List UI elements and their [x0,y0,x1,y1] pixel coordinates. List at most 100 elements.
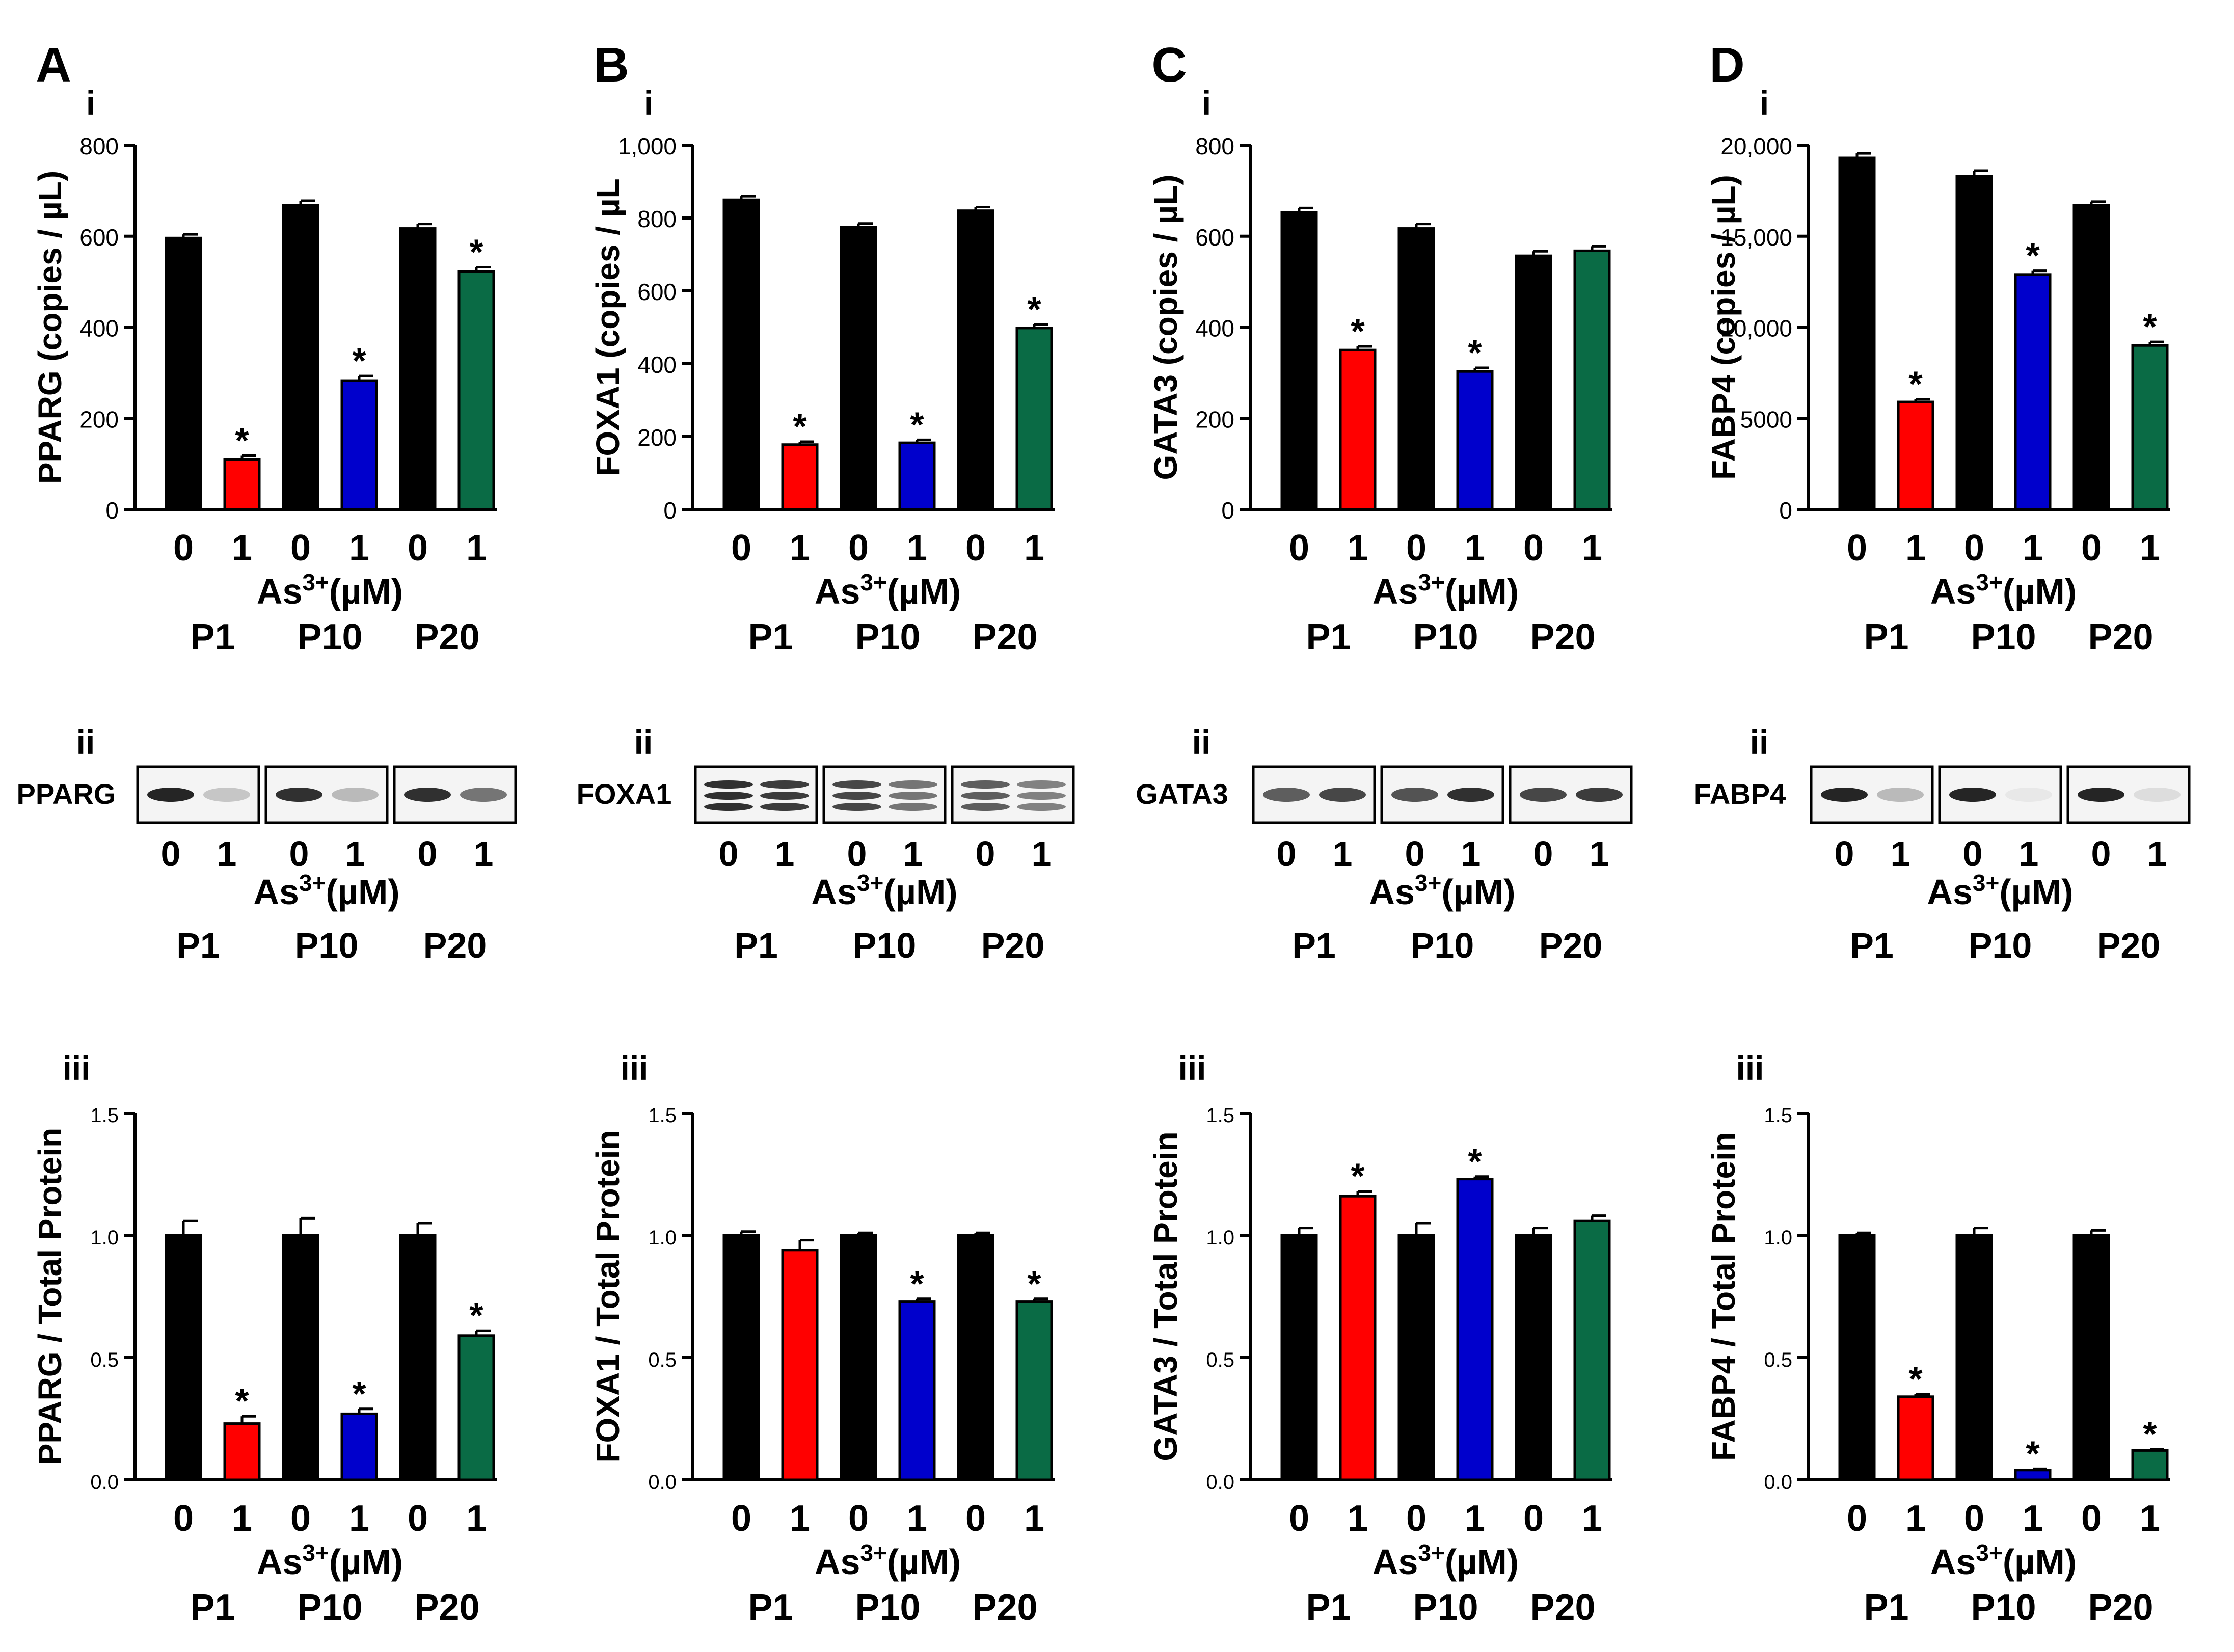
subpanel-label: i [86,84,95,122]
x-tick-label: 0 [173,528,194,568]
bar [1573,1219,1611,1481]
passage-label: P20 [2088,1587,2153,1628]
x-tick-label: 0 [1963,834,1983,874]
y-tick-label: 400 [79,315,119,342]
significance-star: * [2143,307,2157,346]
x-tick-label: 1 [1590,834,1609,874]
bar [1955,175,1993,511]
blot-label: FABP4 [1694,778,1786,810]
passage-label: P20 [423,926,487,965]
passage-label: P10 [297,1587,362,1628]
blot-band [332,788,379,802]
bar [1515,1234,1552,1481]
y-tick-label: 800 [79,133,119,159]
blot-band [1877,788,1924,802]
x-tick-label: 0 [1406,1498,1426,1539]
bar [1897,400,1934,511]
passage-label: P1 [1292,926,1336,965]
blot-band [2005,788,2052,802]
y-tick-label: 1,000 [618,133,677,159]
bar [1573,249,1611,511]
y-axis-title: FABP4 (copies / µL) [1705,175,1742,480]
x-tick-label: 1 [903,834,923,874]
x-tick-label: 0 [965,1498,986,1539]
passage-label: P20 [2088,617,2153,658]
x-tick-label: 1 [2019,834,2039,874]
significance-star: * [1027,1264,1041,1304]
subpanel-label: iii [1736,1049,1764,1087]
significance-star: * [910,404,924,444]
blot-band [1576,788,1623,802]
x-axis-title: As3+(µM) [1927,870,2073,912]
bar [399,227,437,511]
y-axis-title: PPARG (copies / µL) [32,171,68,484]
x-tick-label: 0 [2081,528,2102,568]
x-tick-label: 1 [1024,528,1044,568]
y-tick-label: 600 [1195,224,1234,251]
passage-label: P20 [414,1587,479,1628]
x-tick-label: 1 [2147,834,2167,874]
x-tick-label: 0 [289,834,309,874]
x-tick-label: 0 [2091,834,2111,874]
x-tick-label: 1 [349,528,369,568]
passage-label: P20 [981,926,1045,965]
x-tick-label: 0 [1405,834,1425,874]
passage-label: P10 [855,617,920,658]
bar [1015,1300,1053,1481]
blot-band [961,780,1010,789]
passage-label: P10 [855,1587,920,1628]
x-tick-label: 0 [976,834,995,874]
blot-band [1017,803,1066,811]
significance-star: * [1351,1156,1365,1196]
x-axis-title: As3+(µM) [257,569,403,611]
passage-label: P10 [1413,1587,1478,1628]
y-tick-label: 1.5 [1764,1104,1792,1127]
blot-band [832,780,881,789]
x-tick-label: 0 [848,528,869,568]
subpanel-label: i [644,84,653,122]
passage-label: P10 [1971,617,2036,658]
blot-band [460,788,507,802]
passage-label: P10 [1969,926,2032,965]
passage-label: P20 [1530,1587,1595,1628]
passage-label: P1 [1850,926,1894,965]
blot-band [961,803,1010,811]
x-tick-label: 0 [1847,528,1867,568]
blot-band [1520,788,1567,802]
passage-label: P20 [1539,926,1603,965]
x-tick-label: 1 [1348,528,1368,568]
x-tick-label: 0 [1289,528,1309,568]
bar [1515,254,1552,511]
x-tick-label: 0 [1523,1498,1544,1539]
significance-star: * [1027,289,1041,329]
blot-band [1319,788,1366,802]
bar [781,1249,819,1481]
blot-band [404,788,451,802]
bar [898,1300,936,1481]
y-axis-title: GATA3 / Total Protein [1147,1131,1184,1461]
bar [1838,1234,1876,1481]
blot-band [704,792,753,800]
blot-band [2134,788,2181,802]
x-tick-label: 1 [1582,1498,1602,1539]
bar [1838,156,1876,511]
bar [2131,1449,2169,1481]
bar [165,1234,202,1481]
passage-label: P1 [1864,617,1908,658]
chart-b-i: i 0 200 400 600 800 1,000 FOXA1 (copies / µL 0 * 1… [589,84,1055,658]
x-tick-label: 0 [1277,834,1297,874]
passage-label: P10 [853,926,917,965]
passage-label: P1 [734,926,778,965]
passage-label: P20 [1530,617,1595,658]
significance-star: * [793,407,807,446]
x-tick-label: 1 [790,1498,810,1539]
x-axis-title: As3+(µM) [1372,1539,1519,1582]
bar [2131,344,2169,511]
bar [1015,327,1053,511]
y-tick-label: 0.5 [648,1349,677,1371]
passage-label: P10 [1411,926,1474,965]
x-tick-label: 0 [1523,528,1544,568]
